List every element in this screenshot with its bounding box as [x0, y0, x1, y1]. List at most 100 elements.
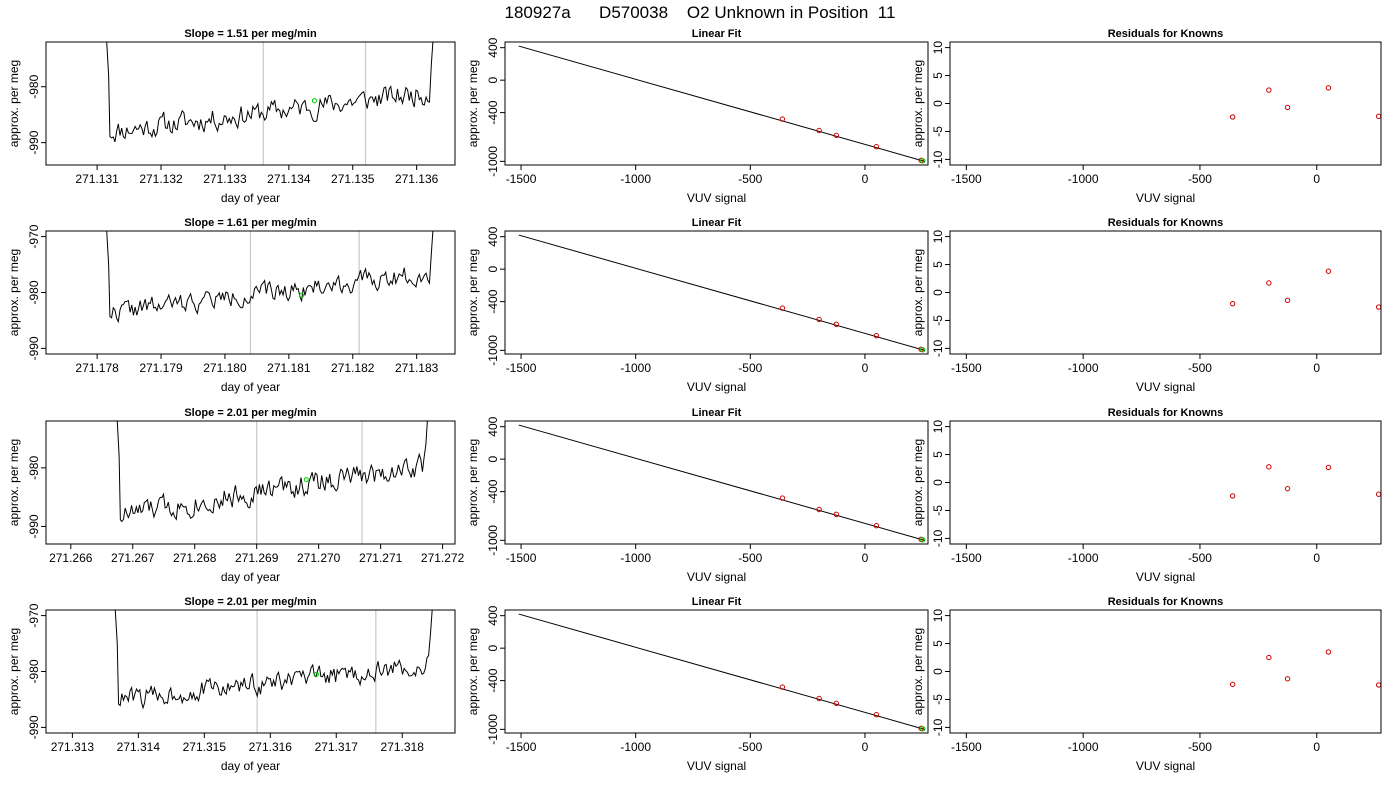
y-tick-label: -5: [931, 126, 945, 137]
x-tick-label: 271.181: [267, 361, 311, 375]
unknown-point: [920, 158, 926, 164]
plot-frame: [504, 41, 929, 166]
y-axis-label: approx. per meg: [911, 628, 925, 715]
residual-point: [1229, 681, 1236, 688]
plot-frame: [949, 420, 1382, 545]
plot-frame: [45, 230, 456, 355]
x-tick-label: 271.178: [75, 361, 119, 375]
plot-frame: [45, 420, 456, 545]
y-tick-label: 0: [486, 77, 500, 84]
x-axis-label: day of year: [221, 570, 280, 584]
residual-point: [1229, 300, 1236, 307]
x-tick-label: -500: [738, 361, 762, 375]
y-tick-label: -970: [27, 224, 41, 248]
x-tick-label: -500: [1188, 361, 1212, 375]
x-tick-label: 0: [862, 361, 869, 375]
y-tick-label: -400: [486, 668, 500, 692]
y-tick-label: -970: [27, 603, 41, 627]
y-axis-label: approx. per meg: [7, 249, 21, 336]
fit-line: [518, 613, 925, 730]
x-tick-label: 271.183: [395, 361, 439, 375]
x-tick-label: 0: [862, 551, 869, 565]
current-point-marker: [299, 292, 305, 298]
x-axis-label: VUV signal: [687, 380, 746, 394]
residual-point: [1229, 114, 1236, 120]
known-point: [816, 506, 822, 513]
x-tick-label: 271.271: [359, 551, 403, 565]
panel-title: Slope = 2.01 per meg/min: [184, 596, 317, 608]
x-tick-label: -1500: [506, 551, 537, 565]
x-axis-label: VUV signal: [1136, 191, 1195, 205]
x-tick-label: -1000: [620, 740, 651, 754]
panel-title: Linear Fit: [692, 28, 742, 40]
x-tick-label: 271.270: [297, 551, 341, 565]
x-tick-label: 0: [1313, 172, 1320, 186]
residual-point: [1284, 485, 1291, 492]
x-tick-label: 271.272: [421, 551, 465, 565]
x-axis-label: VUV signal: [1136, 759, 1195, 773]
y-tick-label: 400: [486, 226, 500, 246]
y-tick-label: -980: [27, 280, 41, 304]
known-point: [833, 132, 839, 139]
known-point: [779, 495, 786, 501]
y-tick-label: 0: [931, 289, 945, 296]
residual-point: [1325, 649, 1332, 655]
known-point: [779, 305, 786, 311]
x-tick-label: -1500: [506, 361, 537, 375]
plot-frame: [949, 609, 1382, 734]
known-point: [816, 316, 822, 323]
unknown-point: [920, 726, 926, 732]
x-axis-label: VUV signal: [687, 570, 746, 584]
x-tick-label: 0: [1313, 361, 1320, 375]
x-tick-label: 271.133: [203, 172, 247, 186]
y-axis-label: approx. per meg: [911, 249, 925, 336]
signal-trace-line: [106, 231, 434, 324]
residual-point: [1284, 104, 1291, 111]
x-tick-label: -1500: [951, 551, 982, 565]
plot-frame: [504, 609, 929, 734]
residual-point: [1266, 280, 1272, 286]
residual-point: [1325, 268, 1332, 274]
y-tick-label: 5: [931, 451, 945, 458]
y-axis-label: approx. per meg: [466, 60, 480, 147]
x-tick-label: 271.318: [381, 740, 425, 754]
plot-frame: [45, 41, 456, 166]
x-tick-label: 271.131: [75, 172, 119, 186]
known-point: [833, 321, 839, 328]
x-tick-label: -500: [1188, 172, 1212, 186]
residual-point: [1325, 464, 1332, 471]
y-tick-label: -5: [931, 315, 945, 326]
y-tick-label: -10: [931, 339, 945, 357]
x-axis-label: day of year: [221, 380, 280, 394]
residual-point: [1266, 87, 1272, 93]
x-tick-label: 271.179: [139, 361, 183, 375]
x-tick-label: 271.266: [49, 551, 93, 565]
x-tick-label: -1000: [1068, 172, 1099, 186]
y-tick-label: -400: [486, 100, 500, 124]
y-tick-label: -990: [27, 514, 41, 538]
x-tick-label: 271.267: [111, 551, 155, 565]
y-axis-label: approx. per meg: [7, 628, 21, 715]
y-tick-label: -1000: [486, 146, 500, 177]
y-tick-label: 10: [931, 609, 945, 623]
page-title: 180927a D570038 O2 Unknown in Position 1…: [504, 3, 896, 22]
y-tick-label: -980: [27, 456, 41, 480]
x-tick-label: 0: [862, 740, 869, 754]
signal-trace-line: [106, 42, 434, 143]
x-tick-label: 271.136: [395, 172, 439, 186]
x-tick-label: 271.180: [203, 361, 247, 375]
x-tick-label: -1500: [951, 361, 982, 375]
signal-trace-line: [116, 421, 428, 523]
plot-frame: [949, 41, 1382, 166]
plot-frame: [504, 420, 929, 545]
known-point: [833, 511, 839, 518]
y-axis-label: approx. per meg: [7, 439, 21, 526]
x-tick-label: 271.134: [267, 172, 311, 186]
x-axis-label: VUV signal: [1136, 570, 1195, 584]
x-tick-label: 271.317: [315, 740, 359, 754]
y-tick-label: -10: [931, 718, 945, 736]
x-tick-label: 271.182: [331, 361, 375, 375]
residual-point: [1229, 493, 1236, 499]
panel-title: Residuals for Knowns: [1108, 28, 1224, 40]
x-tick-label: -1000: [620, 551, 651, 565]
